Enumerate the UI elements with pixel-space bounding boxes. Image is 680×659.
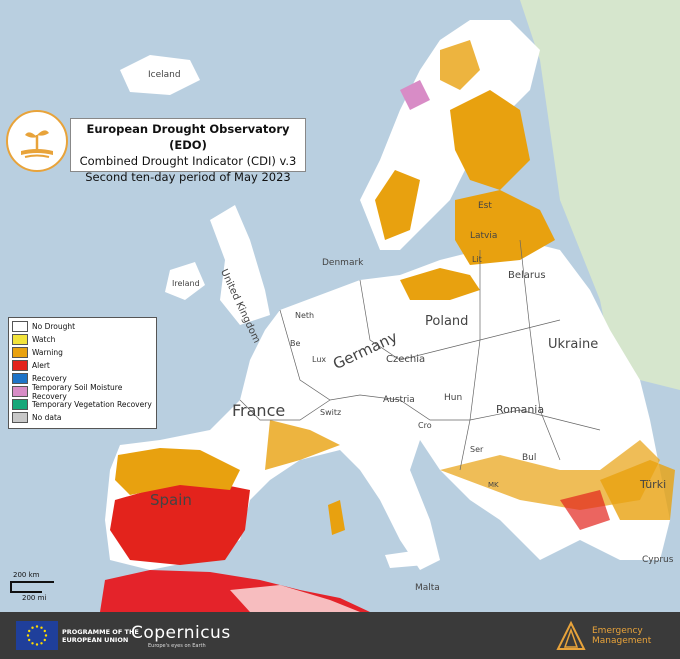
country-borders: [239, 239, 601, 471]
turkey-warning: [600, 460, 675, 520]
france-warning: [265, 420, 340, 470]
edo-logo: [6, 110, 68, 172]
label-hun: Hun: [444, 393, 462, 403]
label-france: France: [232, 401, 285, 420]
label-iceland: Iceland: [148, 70, 181, 80]
legend-item: Alert: [12, 359, 153, 372]
label-denmark: Denmark: [322, 258, 364, 268]
drought-plant-icon: [21, 130, 53, 158]
label-bul: Bul: [522, 453, 536, 463]
land-uk: [210, 205, 270, 325]
label-ukraine: Ukraine: [548, 337, 598, 352]
title-line-1: European Drought Observatory (EDO): [86, 122, 290, 152]
legend-label: No Drought: [32, 322, 76, 331]
scale-mi-label: 200 mi: [22, 594, 47, 602]
label-romania: Romania: [496, 403, 544, 416]
eu-programme-text: PROGRAMME OF THE EUROPEAN UNION: [62, 628, 139, 644]
sicily: [385, 550, 425, 568]
legend-swatch: [12, 321, 28, 332]
label-poland: Poland: [425, 314, 468, 329]
label-ser: Ser: [470, 445, 484, 454]
land-scand-warning: [375, 170, 420, 240]
spain-warning: [115, 448, 240, 495]
copernicus-logo: Copernicus: [131, 623, 231, 643]
label-turkey: Türki: [639, 478, 666, 491]
label-lit: Lit: [472, 255, 482, 264]
spain-alert: [110, 480, 250, 565]
land-finland-warning: [450, 90, 530, 190]
label-czechia: Czechia: [386, 354, 425, 365]
label-lux: Lux: [312, 355, 326, 364]
label-est: Est: [478, 201, 492, 211]
legend-label: No data: [32, 413, 62, 422]
land-africa-white: [230, 585, 360, 612]
legend-item: Temporary Vegetation Recovery: [12, 398, 153, 411]
legend-item: No data: [12, 411, 153, 424]
legend-item: Watch: [12, 333, 153, 346]
scale-bar: 200 km 200 mi: [10, 567, 62, 603]
legend-swatch: [12, 360, 28, 371]
poland-warning: [400, 268, 480, 300]
map-title: European Drought Observatory (EDO) Combi…: [70, 118, 306, 184]
legend-label: Temporary Soil Moisture Recovery: [32, 382, 123, 401]
label-spain: Spain: [150, 491, 192, 509]
label-neth: Neth: [295, 311, 314, 320]
label-switz: Switz: [320, 408, 341, 417]
copernicus-tagline: Europe's eyes on Earth: [148, 643, 206, 649]
legend-swatch: [12, 334, 28, 345]
land-ireland: [165, 262, 205, 300]
legend-item: Recovery: [12, 372, 153, 385]
label-belarus: Belarus: [508, 270, 546, 281]
legend-swatch: [12, 347, 28, 358]
title-line-2: Combined Drought Indicator (CDI) v.3: [79, 154, 297, 168]
title-line-3: Second ten-day period of May 2023: [85, 170, 291, 184]
legend-label: Warning: [32, 348, 63, 357]
legend-swatch: [12, 412, 28, 423]
legend-label: Watch: [32, 335, 56, 344]
legend-label: Recovery: [32, 374, 67, 383]
scale-km-label: 200 km: [13, 571, 40, 579]
legend-item: Temporary Soil Moisture Recovery: [12, 382, 153, 401]
land-outside: [520, 0, 680, 390]
legend-label: Alert: [32, 361, 50, 370]
legend-item: Warning: [12, 346, 153, 359]
title-box: European Drought Observatory (EDO) Combi…: [6, 110, 306, 184]
emergency-management-text: Emergency Management: [592, 626, 652, 646]
drought-map[interactable]: Iceland Est Latvia Lit Belarus Denmark U…: [0, 0, 680, 612]
legend-swatch: [12, 373, 28, 384]
eu-flag-icon: [16, 621, 58, 650]
label-mk: MK: [488, 481, 499, 489]
legend: No Drought Watch Warning Alert Recovery Tempo…: [8, 317, 157, 429]
land-iceland: [120, 55, 200, 95]
label-ireland: Ireland: [172, 279, 200, 288]
emergency-management-icon: [556, 620, 586, 650]
legend-label: Temporary Vegetation Recovery: [32, 400, 152, 409]
legend-item: No Drought: [12, 320, 153, 333]
greece-alert: [560, 490, 610, 530]
label-latvia: Latvia: [470, 231, 497, 241]
label-cyprus: Cyprus: [642, 555, 674, 565]
balkans-warning: [440, 440, 660, 510]
sardinia: [328, 500, 345, 535]
legend-swatch: [12, 386, 28, 397]
label-cro: Cro: [418, 421, 432, 430]
land-pink: [400, 80, 430, 110]
label-malta: Malta: [415, 583, 440, 593]
land-sweden-north: [440, 40, 480, 90]
baltic-warning: [455, 190, 555, 265]
footer: PROGRAMME OF THE EUROPEAN UNION Copernicu…: [0, 612, 680, 659]
legend-swatch: [12, 399, 28, 410]
label-austria: Austria: [383, 395, 415, 405]
label-be: Be: [290, 339, 300, 348]
